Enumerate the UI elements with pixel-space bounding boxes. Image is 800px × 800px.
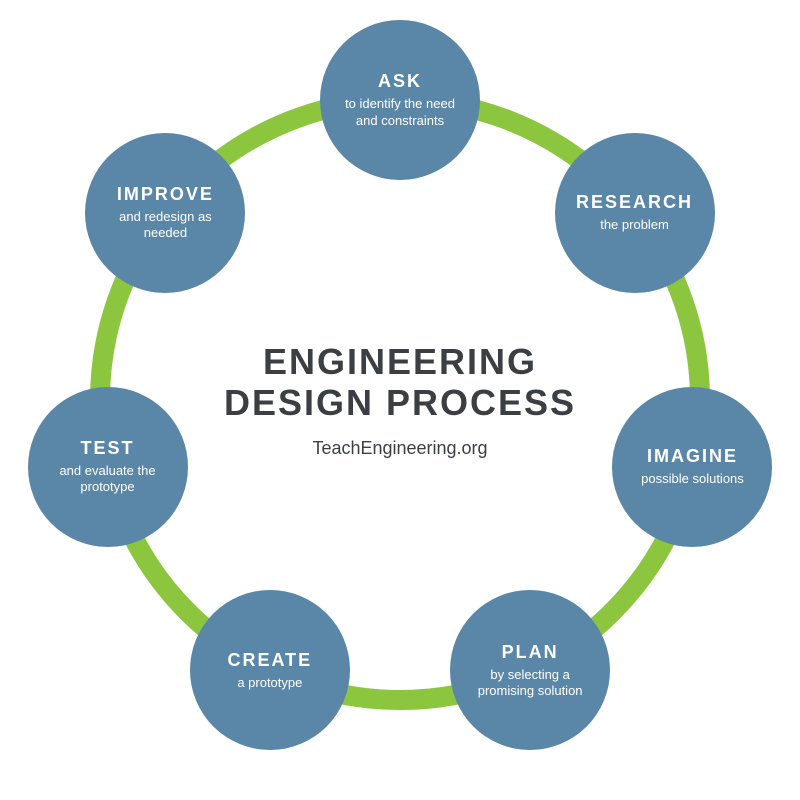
process-node-imagine: IMAGINE possible solutions	[612, 387, 772, 547]
process-node-create: CREATE a prototype	[190, 590, 350, 750]
center-label: ENGINEERING DESIGN PROCESS TeachEngineer…	[190, 341, 610, 459]
process-node-desc: to identify the need and constraints	[338, 96, 461, 129]
process-node-title: IMPROVE	[117, 184, 214, 205]
process-node-desc: and redesign as needed	[104, 209, 227, 242]
process-node-desc: the problem	[600, 217, 669, 233]
process-node-research: RESEARCH the problem	[555, 133, 715, 293]
process-node-desc: possible solutions	[641, 471, 744, 487]
process-node-desc: a prototype	[237, 675, 302, 691]
process-node-desc: and evaluate the prototype	[46, 463, 169, 496]
process-node-title: PLAN	[502, 642, 559, 663]
process-node-ask: ASK to identify the need and constraints	[320, 20, 480, 180]
process-node-title: CREATE	[228, 650, 313, 671]
process-node-test: TEST and evaluate the prototype	[28, 387, 188, 547]
center-title-line1: ENGINEERING	[263, 341, 537, 382]
process-node-plan: PLAN by selecting a promising solution	[450, 590, 610, 750]
process-node-title: TEST	[81, 438, 135, 459]
process-node-title: IMAGINE	[647, 446, 738, 467]
process-node-title: RESEARCH	[576, 192, 693, 213]
process-node-title: ASK	[378, 71, 422, 92]
process-node-improve: IMPROVE and redesign as needed	[85, 133, 245, 293]
diagram-stage: ENGINEERING DESIGN PROCESS TeachEngineer…	[0, 0, 800, 800]
center-subtitle: TeachEngineering.org	[190, 438, 610, 459]
process-node-desc: by selecting a promising solution	[469, 667, 592, 700]
center-title-line2: DESIGN PROCESS	[224, 383, 576, 424]
center-title: ENGINEERING DESIGN PROCESS	[190, 341, 610, 424]
